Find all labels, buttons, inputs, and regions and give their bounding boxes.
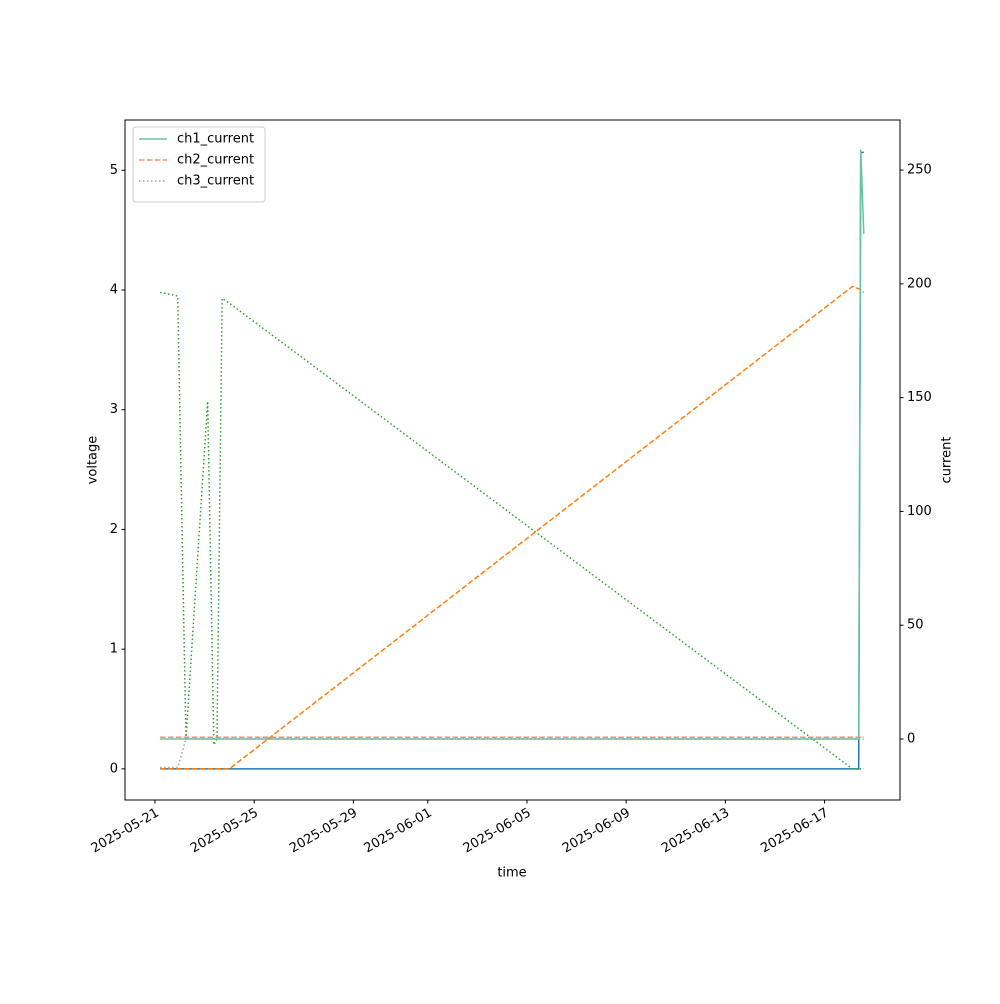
- legend-label: ch2_current: [177, 153, 254, 168]
- series-line: [160, 149, 865, 740]
- y2-tick-label: 150: [907, 390, 932, 405]
- y2-axis-label: current: [940, 437, 955, 484]
- series-line: [159, 291, 864, 770]
- y-tick-label: 2: [110, 522, 118, 537]
- legend-label: ch3_current: [177, 174, 254, 189]
- y-tick-label: 4: [110, 283, 118, 298]
- x-tick-label: 2025-06-01: [362, 806, 435, 857]
- x-tick-label: 2025-06-09: [560, 806, 633, 857]
- series-line: [160, 738, 864, 769]
- x-tick-label: 2025-05-25: [188, 806, 261, 857]
- y2-tick-label: 0: [907, 732, 915, 747]
- y-tick-label: 1: [110, 642, 118, 657]
- x-tick-label: 2025-06-05: [461, 806, 534, 857]
- x-tick-label: 2025-05-29: [287, 806, 360, 857]
- y2-tick-label: 250: [907, 163, 932, 178]
- y2-tick-label: 50: [907, 618, 924, 633]
- y-axis-label: voltage: [86, 436, 101, 485]
- series-line: [160, 285, 865, 770]
- legend-label: ch1_current: [177, 132, 254, 147]
- y-tick-label: 0: [110, 761, 118, 776]
- y-tick-label: 5: [110, 163, 118, 178]
- series-line: [160, 151, 864, 770]
- x-axis-label: time: [497, 866, 526, 881]
- legend-box: [132, 126, 266, 203]
- y-tick-label: 3: [110, 402, 118, 417]
- x-tick-label: 2025-06-13: [659, 806, 732, 857]
- y2-tick-label: 200: [907, 276, 932, 291]
- y2-tick-label: 100: [907, 504, 932, 519]
- plot-frame: [124, 119, 901, 801]
- x-tick-label: 2025-05-21: [89, 806, 162, 857]
- x-tick-label: 2025-06-17: [758, 806, 831, 857]
